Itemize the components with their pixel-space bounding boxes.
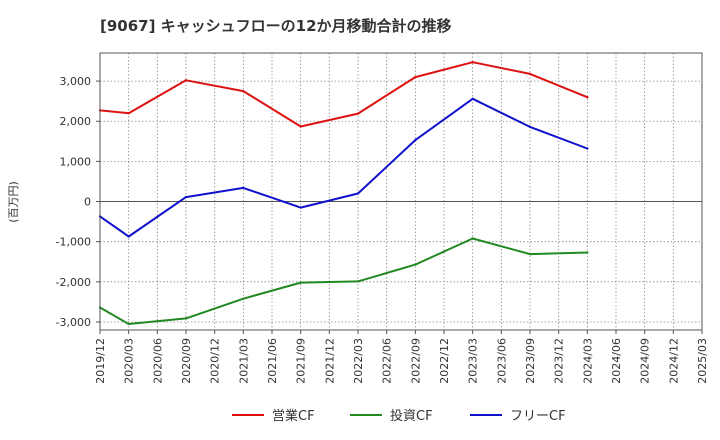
x-tick-label: 2024/06: [610, 338, 623, 384]
x-tick-label: 2021/03: [237, 338, 250, 384]
data-point: [299, 206, 302, 209]
data-point: [356, 112, 360, 115]
y-tick-label: 2,000: [60, 115, 92, 128]
x-tick-label: 2020/09: [180, 338, 193, 384]
data-point: [586, 95, 589, 99]
y-tick-label: 0: [84, 196, 91, 209]
legend-label-3: フリーCF: [510, 409, 566, 424]
x-tick-label: 2023/06: [495, 338, 508, 384]
series-lines: [98, 61, 589, 326]
data-point: [528, 72, 532, 76]
series-line-1: [99, 61, 589, 128]
data-point: [414, 263, 417, 266]
data-point: [528, 125, 532, 129]
data-point: [127, 112, 130, 115]
legend-label-1: 営業CF: [272, 408, 315, 424]
x-tick-label: 2022/12: [438, 338, 451, 384]
plot-frame: [99, 52, 703, 331]
x-tick-label: 2022/03: [352, 338, 365, 384]
x-tick-label: 2024/03: [581, 338, 594, 384]
chart-title: [9067] キャッシュフローの12か月移動合計の推移: [100, 17, 452, 35]
x-tick-label: 2022/09: [409, 338, 422, 384]
data-point: [586, 147, 589, 150]
plot-area: [100, 53, 702, 330]
data-point: [184, 79, 188, 82]
data-point: [299, 125, 302, 128]
data-point: [356, 280, 360, 283]
data-point: [242, 89, 245, 93]
x-tick-label: 2022/06: [381, 338, 394, 384]
data-point: [242, 297, 245, 300]
data-point: [242, 186, 245, 190]
legend: 営業CF 投資CF フリーCF: [232, 408, 566, 424]
x-tick-label: 2023/12: [553, 338, 566, 384]
x-tick-label: 2020/03: [123, 338, 136, 384]
data-point: [184, 317, 188, 320]
series-line-3: [99, 97, 589, 238]
data-point: [414, 138, 417, 142]
x-tick-label: 2019/12: [94, 338, 107, 384]
x-tick-label: 2024/12: [667, 338, 680, 384]
y-axis-unit-label: (百万円): [7, 181, 20, 223]
x-tick-label: 2023/09: [524, 338, 537, 384]
data-point: [414, 75, 417, 79]
data-point: [471, 237, 474, 240]
x-axis-ticks: 2019/12 2020/03 2020/06 2020/09 2020/12 2021/…: [94, 330, 709, 384]
y-tick-label: -1,000: [56, 236, 91, 249]
data-point: [471, 97, 474, 100]
data-point: [127, 322, 130, 326]
y-tick-label: 1,000: [60, 155, 92, 168]
y-tick-label: -3,000: [56, 316, 91, 329]
data-point: [586, 251, 589, 254]
gridlines: [100, 53, 702, 330]
x-tick-label: 2025/03: [696, 338, 709, 384]
legend-label-2: 投資CF: [390, 408, 433, 424]
x-tick-label: 2020/06: [151, 338, 164, 384]
x-tick-label: 2021/06: [266, 338, 279, 384]
data-point: [528, 252, 532, 256]
data-point: [299, 281, 302, 284]
y-tick-label: -2,000: [56, 276, 91, 289]
x-tick-label: 2023/03: [467, 338, 480, 384]
y-tick-label: 3,000: [60, 75, 92, 88]
data-point: [356, 192, 360, 195]
series-line-2: [99, 237, 589, 325]
data-point: [184, 195, 188, 199]
x-tick-label: 2021/09: [295, 338, 308, 384]
y-axis-ticks: 3,000 2,000 1,000 0 -1,000 -2,000 -3,000: [56, 75, 100, 329]
x-tick-label: 2021/12: [323, 338, 336, 384]
data-point: [471, 61, 474, 64]
x-tick-label: 2024/09: [639, 338, 652, 384]
data-point: [127, 235, 130, 238]
x-tick-label: 2020/12: [209, 338, 222, 384]
